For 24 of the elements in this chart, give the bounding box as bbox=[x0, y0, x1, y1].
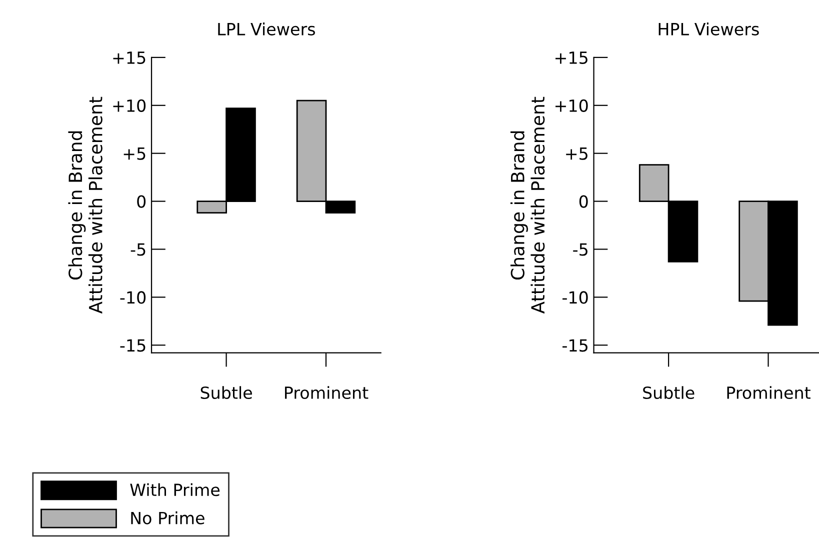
y-axis-title: Change in Brand Attitude with Placement bbox=[68, 96, 102, 314]
x-tick-label: Prominent bbox=[727, 386, 810, 400]
legend-label: With Prime bbox=[130, 483, 220, 496]
chart-title: HPL Viewers bbox=[658, 22, 759, 36]
y-tick-label: -5 bbox=[130, 243, 146, 256]
y-tick-label: +5 bbox=[124, 148, 146, 160]
y-tick-label: -15 bbox=[562, 339, 588, 352]
x-tick-label: Prominent bbox=[285, 386, 368, 400]
y-tick-label: -10 bbox=[562, 291, 588, 304]
y-tick-label: -5 bbox=[573, 243, 588, 256]
y-tick-label: +10 bbox=[113, 99, 146, 112]
y-tick-label: +15 bbox=[556, 52, 588, 64]
y-tick-label: +10 bbox=[556, 99, 588, 112]
y-axis-title: Change in Brand Attitude with Placement bbox=[510, 96, 545, 314]
chart-title: LPL Viewers bbox=[218, 22, 315, 36]
y-tick-label: +15 bbox=[113, 52, 146, 64]
x-tick-label: Subtle bbox=[643, 386, 694, 400]
y-tick-label: -15 bbox=[120, 339, 146, 352]
y-tick-label: 0 bbox=[579, 195, 588, 208]
y-tick-label: 0 bbox=[137, 195, 146, 208]
legend-label: No Prime bbox=[131, 511, 204, 524]
y-tick-label: -10 bbox=[120, 291, 146, 304]
x-tick-label: Subtle bbox=[200, 386, 252, 400]
y-tick-label: +5 bbox=[566, 148, 588, 160]
